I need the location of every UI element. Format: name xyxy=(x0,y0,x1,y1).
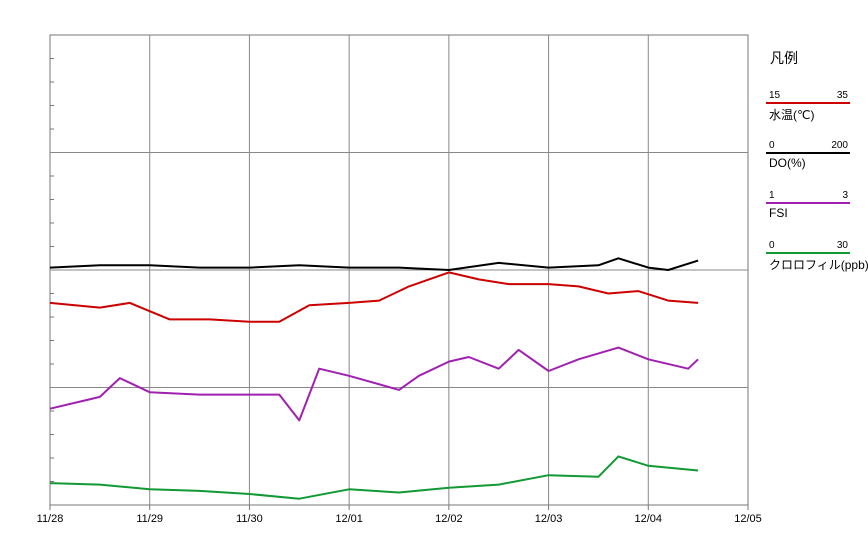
legend-label: 水温(℃) xyxy=(769,108,815,122)
series-line-fsi xyxy=(49,346,699,422)
legend-title: 凡例 xyxy=(770,50,798,66)
x-tick-label: 11/28 xyxy=(37,513,64,525)
legend-max: 35 xyxy=(836,90,848,101)
x-tick-label: 12/05 xyxy=(734,513,762,525)
legend-item-temp: 15 35 水温(℃) xyxy=(766,90,850,130)
legend-swatch xyxy=(766,252,850,254)
legend-item-fsi: 1 3 FSI xyxy=(766,190,850,230)
legend: 凡例 15 35 水温(℃) 0 200 DO(%) 1 3 FSI 0 30 クロロフィル(ppb) xyxy=(766,0,868,540)
x-tick-labels: 11/28 11/29 11/30 12/01 12/02 12/03 12/04 12/05 xyxy=(37,505,762,525)
x-tick-label: 11/29 xyxy=(136,513,163,525)
legend-swatch xyxy=(766,102,850,104)
x-tick-label: 12/04 xyxy=(635,513,663,525)
legend-item-chl: 0 30 クロロフィル(ppb) xyxy=(766,240,868,280)
legend-min: 1 xyxy=(769,190,775,201)
chart-grid xyxy=(49,34,749,506)
series-lines xyxy=(49,257,699,500)
legend-max: 3 xyxy=(842,190,848,201)
legend-min: 0 xyxy=(769,240,775,251)
legend-swatch xyxy=(766,202,850,204)
legend-max: 200 xyxy=(831,140,848,151)
x-tick-label: 11/30 xyxy=(236,513,263,525)
x-tick-label: 12/02 xyxy=(435,513,463,525)
legend-swatch xyxy=(766,152,850,154)
legend-label: FSI xyxy=(769,206,788,220)
y-ticks xyxy=(50,58,54,482)
x-tick-label: 12/03 xyxy=(535,513,563,525)
legend-label: クロロフィル(ppb) xyxy=(769,258,868,272)
legend-min: 15 xyxy=(769,90,781,101)
legend-label: DO(%) xyxy=(769,156,806,170)
series-line-chl xyxy=(49,455,699,500)
legend-min: 0 xyxy=(769,140,775,151)
legend-max: 30 xyxy=(836,240,848,251)
series-line-do xyxy=(49,257,699,271)
series-line-temp xyxy=(49,271,699,323)
legend-item-do: 0 200 DO(%) xyxy=(766,140,850,180)
x-tick-label: 12/01 xyxy=(335,513,363,525)
